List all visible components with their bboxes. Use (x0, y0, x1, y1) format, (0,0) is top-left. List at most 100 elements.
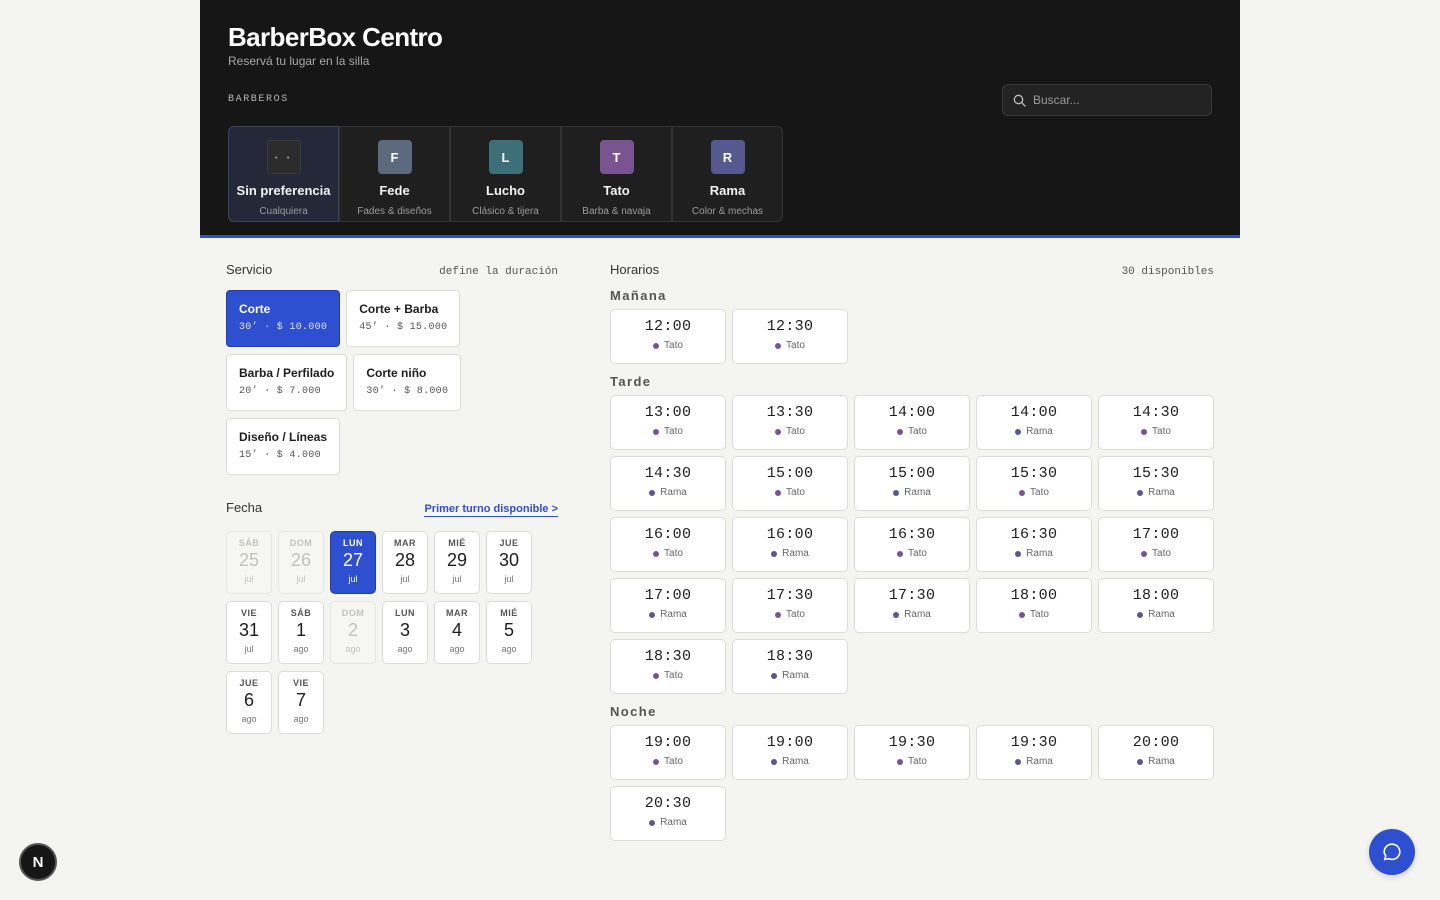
slot-barber-name: Tato (908, 548, 927, 559)
barber-color-dot (775, 611, 782, 618)
time-slot[interactable]: 15:30 Rama (1098, 456, 1214, 511)
date-cell[interactable]: MIÉ 29 jul (434, 531, 480, 594)
service-option[interactable]: Corte + Barba 45’ · $ 15.000 (346, 290, 461, 347)
date-cell[interactable]: LUN 27 jul (330, 531, 376, 594)
service-name: Corte (239, 302, 271, 316)
date-cell[interactable]: VIE 7 ago (278, 671, 324, 734)
slot-barber: Rama (771, 548, 809, 559)
slot-barber-name: Tato (786, 426, 805, 437)
time-slot[interactable]: 14:30 Tato (1098, 395, 1214, 450)
time-slot[interactable]: 18:00 Tato (976, 578, 1092, 633)
slot-barber-name: Rama (1026, 426, 1053, 437)
barber-color-dot (1137, 611, 1144, 618)
search-box[interactable] (1002, 84, 1212, 116)
barber-card[interactable]: · · Sin preferencia Cualquiera (228, 126, 339, 222)
brand-title: BarberBox Centro (228, 22, 443, 52)
time-slot[interactable]: 20:30 Rama (610, 786, 726, 841)
slot-barber-name: Rama (782, 670, 809, 681)
slot-time: 12:00 (644, 318, 692, 335)
time-slot[interactable]: 19:30 Tato (854, 725, 970, 780)
time-slot[interactable]: 17:30 Tato (732, 578, 848, 633)
date-day-number: 25 (238, 550, 260, 570)
service-list: Corte 30’ · $ 10.000 Corte + Barba 45’ · $ … (226, 290, 558, 475)
barber-color-dot (893, 489, 900, 496)
search-icon (1013, 94, 1026, 107)
barber-color-dot (771, 672, 778, 679)
date-cell[interactable]: JUE 30 jul (486, 531, 532, 594)
slot-barber: Rama (771, 756, 809, 767)
date-section: Fecha Primer turno disponible > SÁB 25 jul… (226, 500, 558, 734)
time-slot[interactable]: 14:00 Tato (854, 395, 970, 450)
service-option[interactable]: Barba / Perfilado 20’ · $ 7.000 (226, 354, 348, 411)
time-slot[interactable]: 19:00 Tato (610, 725, 726, 780)
time-slot[interactable]: 19:00 Rama (732, 725, 848, 780)
time-slot[interactable]: 15:30 Tato (976, 456, 1092, 511)
time-slot[interactable]: 17:00 Tato (1098, 517, 1214, 572)
time-slot[interactable]: 12:30 Tato (732, 309, 848, 364)
date-cell[interactable]: JUE 6 ago (226, 671, 272, 734)
slot-time: 13:00 (644, 404, 692, 421)
time-slot[interactable]: 16:00 Rama (732, 517, 848, 572)
time-slot[interactable]: 19:30 Rama (976, 725, 1092, 780)
date-cell[interactable]: LUN 3 ago (382, 601, 428, 664)
time-slot[interactable]: 14:30 Rama (610, 456, 726, 511)
slot-time: 18:30 (766, 648, 814, 665)
time-slot[interactable]: 16:30 Tato (854, 517, 970, 572)
slot-grid: 19:00 Tato 19:00 Rama 19:30 Tato 19:30 Rama 20:0… (610, 725, 1214, 841)
slot-barber: Rama (649, 609, 687, 620)
date-cell[interactable]: SÁB 1 ago (278, 601, 324, 664)
time-slot[interactable]: 12:00 Tato (610, 309, 726, 364)
slot-time: 15:30 (1010, 465, 1058, 482)
barber-card[interactable]: R Rama Color & mechas (672, 126, 783, 222)
search-input[interactable] (1033, 93, 1193, 107)
time-slot[interactable]: 13:30 Tato (732, 395, 848, 450)
service-option[interactable]: Corte 30’ · $ 10.000 (226, 290, 341, 347)
slot-barber-name: Tato (1030, 609, 1049, 620)
barber-card[interactable]: T Tato Barba & navaja (561, 126, 672, 222)
barber-color-dot (775, 342, 782, 349)
slot-time: 20:00 (1132, 734, 1180, 751)
date-cell[interactable]: VIE 31 jul (226, 601, 272, 664)
barber-color-dot (1019, 489, 1026, 496)
time-slot[interactable]: 16:30 Rama (976, 517, 1092, 572)
date-cell[interactable]: MAR 4 ago (434, 601, 480, 664)
next-badge[interactable]: N (19, 843, 57, 881)
chat-button[interactable] (1369, 829, 1415, 875)
slot-barber-name: Tato (786, 340, 805, 351)
slot-barber-name: Rama (660, 609, 687, 620)
time-slot[interactable]: 14:00 Rama (976, 395, 1092, 450)
time-slot[interactable]: 18:30 Tato (610, 639, 726, 694)
first-available-link[interactable]: Primer turno disponible > (424, 503, 558, 517)
slot-barber-name: Rama (904, 609, 931, 620)
service-hint: define la duración (439, 266, 558, 278)
slot-barber-name: Tato (664, 340, 683, 351)
slot-barber: Tato (1141, 548, 1171, 559)
date-cell[interactable]: MAR 28 jul (382, 531, 428, 594)
service-option[interactable]: Corte niño 30’ · $ 8.000 (353, 354, 462, 411)
barber-card[interactable]: F Fede Fades & diseños (339, 126, 450, 222)
date-month: ago (293, 714, 309, 724)
slot-time: 18:30 (644, 648, 692, 665)
slot-barber: Tato (1019, 487, 1049, 498)
time-slot[interactable]: 17:00 Rama (610, 578, 726, 633)
date-cell[interactable]: MIÉ 5 ago (486, 601, 532, 664)
time-slot[interactable]: 15:00 Rama (854, 456, 970, 511)
page-container: BarberBox Centro Reservá tu lugar en la … (200, 0, 1240, 900)
time-slot[interactable]: 20:00 Rama (1098, 725, 1214, 780)
barber-specialty: Fades & diseños (357, 206, 432, 217)
date-cell: DOM 26 jul (278, 531, 324, 594)
time-slot[interactable]: 16:00 Tato (610, 517, 726, 572)
slot-barber: Tato (775, 340, 805, 351)
slot-barber-name: Rama (1026, 548, 1053, 559)
barber-name: Lucho (486, 183, 525, 198)
time-slot[interactable]: 17:30 Rama (854, 578, 970, 633)
service-option[interactable]: Diseño / Líneas 15’ · $ 4.000 (226, 418, 341, 475)
time-slot[interactable]: 18:30 Rama (732, 639, 848, 694)
time-slot[interactable]: 18:00 Rama (1098, 578, 1214, 633)
slot-barber-name: Tato (664, 756, 683, 767)
time-slot[interactable]: 15:00 Tato (732, 456, 848, 511)
slot-barber: Tato (775, 609, 805, 620)
time-slot[interactable]: 13:00 Tato (610, 395, 726, 450)
barber-color-dot (653, 342, 660, 349)
barber-card[interactable]: L Lucho Clásico & tijera (450, 126, 561, 222)
